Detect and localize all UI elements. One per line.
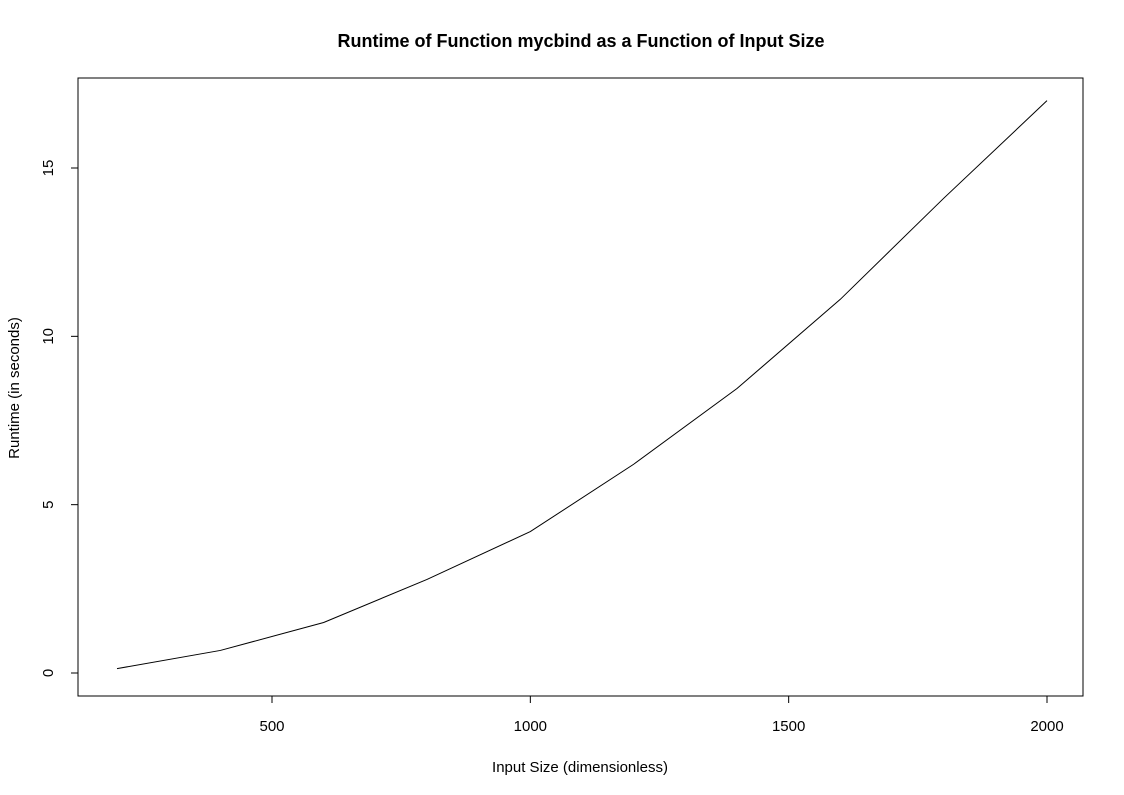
series-layer: [116, 100, 1048, 670]
x-tick-label: 500: [259, 718, 284, 735]
y-axis-label: Runtime (in seconds): [6, 317, 23, 459]
chart-title: Runtime of Function mycbind as a Functio…: [338, 31, 825, 51]
x-axis-label: Input Size (dimensionless): [492, 759, 668, 776]
y-axis: 0 5 10 15: [40, 160, 78, 677]
y-tick-label: 15: [40, 160, 57, 177]
y-tick-label: 5: [40, 500, 57, 508]
y-tick-label: 10: [40, 328, 57, 345]
x-tick-label: 1500: [772, 718, 805, 735]
plot-frame: [77, 77, 1084, 697]
x-tick-label: 2000: [1030, 718, 1063, 735]
x-tick-label: 1000: [514, 718, 547, 735]
x-axis: 500 1000 1500 2000: [259, 696, 1064, 735]
y-tick-label: 0: [40, 669, 57, 677]
runtime-series-line: [116, 100, 1048, 670]
